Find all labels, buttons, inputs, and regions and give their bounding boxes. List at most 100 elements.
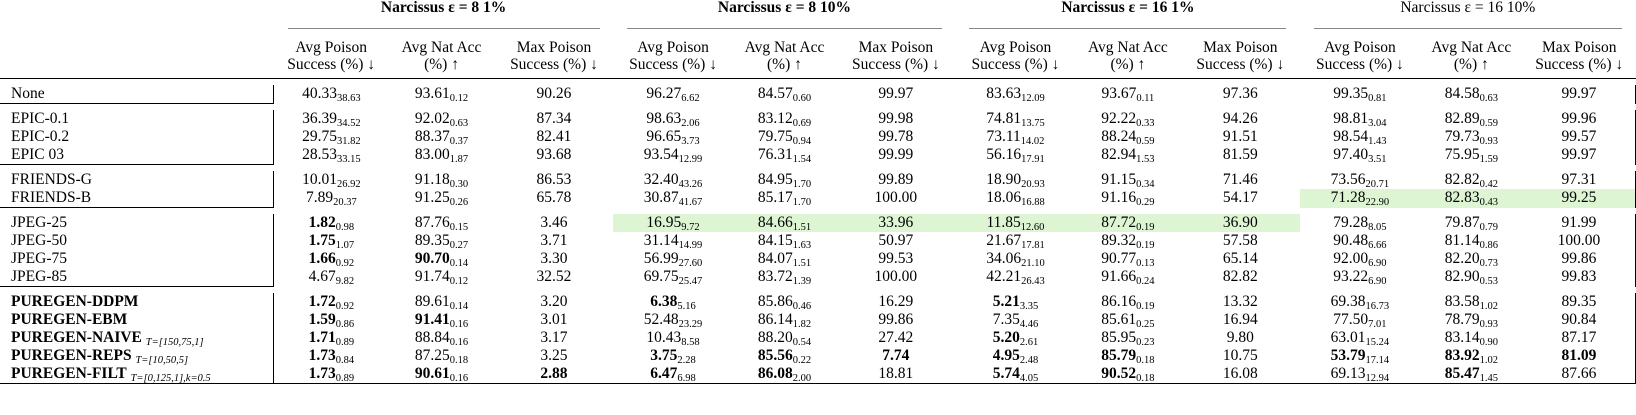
method-name: PUREGEN-DDPM bbox=[11, 292, 139, 310]
cell-std: 0.60 bbox=[792, 92, 812, 104]
cell-std: 8.58 bbox=[681, 336, 700, 348]
value-cell: 79.288.05 bbox=[1300, 214, 1420, 233]
value-cell: 87.17 bbox=[1522, 329, 1636, 347]
cell-mean: 84.07 bbox=[757, 249, 793, 267]
method-name: FRIENDS-G bbox=[11, 170, 92, 188]
value-cell: 4.952.48 bbox=[956, 347, 1076, 366]
cell-mean: 71.28 bbox=[1330, 188, 1366, 206]
value-cell: 92.006.90 bbox=[1300, 250, 1420, 269]
cell-std: 1.53 bbox=[1136, 153, 1155, 165]
cell-std: 0.24 bbox=[1136, 275, 1155, 287]
cell-std: 27.60 bbox=[678, 257, 703, 269]
cell-std: 0.73 bbox=[1479, 257, 1498, 269]
row-label-header bbox=[0, 34, 274, 79]
cell-mean: 1.66 bbox=[308, 249, 336, 267]
cell-mean: 28.53 bbox=[302, 145, 338, 163]
cell-std: 0.86 bbox=[335, 318, 355, 330]
cell-mean: 87.76 bbox=[414, 213, 450, 231]
value-cell: 3.752.28 bbox=[613, 347, 733, 366]
column-header-row: Avg Poison Success (%) ↓ Avg Nat Acc (%) … bbox=[0, 34, 1636, 79]
value-cell: 100.00 bbox=[836, 189, 956, 208]
cell-std: 0.22 bbox=[792, 354, 812, 366]
value-cell: 85.950.23 bbox=[1075, 329, 1180, 348]
column-header: Max Poison Success (%) ↓ bbox=[510, 39, 598, 73]
table-row: PUREGEN-FILT T=[0,125,1],k=0.5 1.730.89 90… bbox=[0, 365, 1636, 384]
cell-mean: 73.11 bbox=[986, 127, 1021, 145]
value-cell: 1.730.89 bbox=[274, 365, 388, 384]
cell-mean: 82.90 bbox=[1444, 267, 1480, 285]
cell-std: 2.06 bbox=[681, 117, 700, 129]
cell-std: 38.63 bbox=[337, 92, 361, 104]
value-cell: 10.438.58 bbox=[613, 329, 733, 348]
cell-mean: 42.21 bbox=[986, 267, 1022, 285]
cell-mean: 52.48 bbox=[643, 310, 679, 328]
cell-mean: 86.14 bbox=[757, 310, 793, 328]
cell-mean: 92.02 bbox=[414, 109, 450, 127]
value-cell: 18.81 bbox=[836, 365, 956, 384]
cell-std: 1.43 bbox=[1368, 135, 1387, 147]
cell-mean: 99.97 bbox=[1561, 84, 1597, 102]
value-cell: 99.96 bbox=[1522, 110, 1636, 128]
cell-std: 0.92 bbox=[335, 300, 355, 312]
cell-mean: 84.15 bbox=[757, 231, 793, 249]
cell-std: 1.02 bbox=[1479, 300, 1498, 312]
value-cell: 50.97 bbox=[836, 232, 956, 250]
value-cell: 6.476.98 bbox=[613, 365, 733, 384]
cell-mean: 96.65 bbox=[646, 127, 682, 145]
value-cell: 84.661.51 bbox=[732, 214, 837, 232]
value-cell: 52.4823.29 bbox=[613, 310, 733, 330]
cell-mean: 7.74 bbox=[882, 346, 910, 364]
corner-cell bbox=[0, 0, 274, 34]
cell-mean: 4.67 bbox=[308, 267, 336, 285]
cell-mean: 93.61 bbox=[414, 84, 450, 102]
cell-std: 16.88 bbox=[1021, 196, 1045, 208]
cell-std: 0.14 bbox=[449, 257, 469, 269]
value-cell: 69.7525.47 bbox=[613, 268, 733, 287]
cell-mean: 99.83 bbox=[1561, 267, 1597, 285]
cell-mean: 3.17 bbox=[540, 328, 568, 346]
cell-mean: 53.79 bbox=[1330, 346, 1366, 364]
group-header-0: Narcissus ε = 8 1% bbox=[274, 0, 613, 34]
cell-mean: 93.22 bbox=[1333, 267, 1369, 285]
cell-mean: 86.08 bbox=[757, 364, 793, 382]
cell-std: 0.94 bbox=[792, 135, 812, 147]
cell-mean: 1.71 bbox=[308, 328, 336, 346]
cell-mean: 7.89 bbox=[306, 188, 334, 206]
value-cell: 7.354.46 bbox=[956, 311, 1076, 330]
table-row: FRIENDS-B 7.8920.37 91.250.26 65.78 30.8741.… bbox=[0, 189, 1636, 208]
group-separator bbox=[0, 103, 1636, 104]
cell-mean: 16.08 bbox=[1222, 364, 1258, 382]
value-cell: 92.020.63 bbox=[388, 109, 494, 129]
cell-mean: 86.16 bbox=[1101, 292, 1137, 310]
cell-mean: 73.56 bbox=[1330, 170, 1366, 188]
group-separator bbox=[0, 164, 1636, 165]
cell-std: 0.13 bbox=[1136, 257, 1155, 269]
cell-std: 1.54 bbox=[792, 153, 812, 165]
cell-std: 26.43 bbox=[1021, 275, 1045, 287]
cell-mean: 1.82 bbox=[308, 213, 336, 231]
value-cell: 91.51 bbox=[1181, 128, 1301, 146]
value-cell: 40.3338.63 bbox=[274, 85, 388, 104]
cell-mean: 82.83 bbox=[1444, 188, 1480, 206]
cell-mean: 30.87 bbox=[643, 188, 679, 206]
cell-mean: 83.92 bbox=[1444, 346, 1480, 364]
cell-std: 0.37 bbox=[449, 135, 469, 147]
value-cell: 3.25 bbox=[495, 347, 614, 365]
cell-mean: 82.20 bbox=[1444, 249, 1480, 267]
value-cell: 71.2822.90 bbox=[1300, 189, 1420, 208]
cell-mean: 71.46 bbox=[1222, 170, 1258, 188]
value-cell: 90.84 bbox=[1522, 311, 1636, 329]
cell-mean: 88.24 bbox=[1101, 127, 1137, 145]
value-cell: 31.1414.99 bbox=[613, 232, 733, 251]
cell-mean: 83.00 bbox=[414, 145, 450, 163]
cell-std: 2.28 bbox=[677, 354, 696, 366]
value-cell: 16.94 bbox=[1181, 311, 1301, 329]
value-cell: 89.350.27 bbox=[388, 232, 494, 251]
results-table: Narcissus ε = 8 1% Narcissus ε = 8 10% N… bbox=[0, 0, 1636, 384]
value-cell: 93.610.12 bbox=[388, 85, 494, 104]
value-cell: 30.8741.67 bbox=[613, 189, 733, 208]
cell-mean: 87.66 bbox=[1561, 364, 1597, 382]
cell-mean: 91.41 bbox=[414, 310, 450, 328]
cell-mean: 76.31 bbox=[757, 145, 793, 163]
